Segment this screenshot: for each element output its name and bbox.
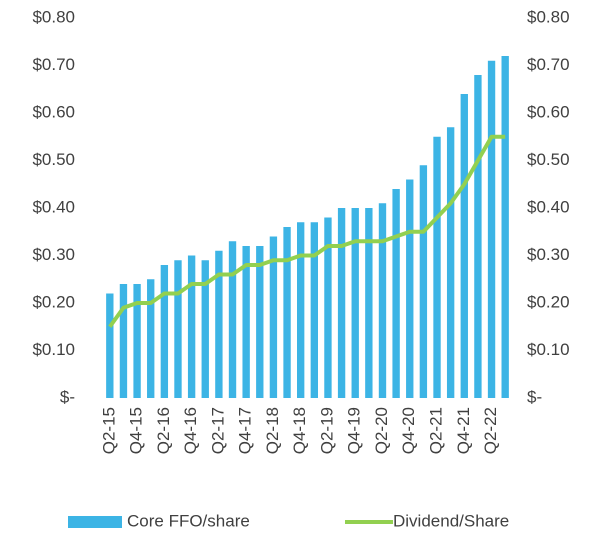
bar [269, 236, 278, 398]
x-tick-label: Q4-16 [181, 407, 200, 454]
bar [365, 208, 373, 398]
y2-tick-label: $0.20 [527, 292, 570, 311]
bar [106, 293, 114, 398]
y-tick-label: $0.10 [32, 340, 75, 359]
bar [297, 222, 305, 398]
bar [501, 56, 509, 398]
y-tick-label: $0.60 [32, 102, 75, 121]
line [108, 134, 506, 328]
x-tick-label: Q4-18 [290, 407, 309, 454]
x-tick-label: Q2-17 [208, 407, 227, 454]
x-tick-label: Q4-15 [127, 407, 146, 454]
y2-tick-label: $0.50 [527, 150, 570, 169]
bar [147, 279, 155, 398]
y-tick-label: $0.80 [32, 7, 75, 26]
y-tick-label: $- [60, 387, 75, 406]
bar [446, 127, 455, 398]
bar [406, 179, 414, 398]
bar [174, 260, 182, 398]
bar [324, 217, 332, 398]
legend-label: Core FFO/share [127, 511, 250, 530]
x-tick-label: Q4-17 [236, 407, 255, 454]
bar [310, 222, 318, 398]
bar [133, 284, 141, 398]
y2-tick-label: $0.60 [527, 102, 570, 121]
y2-tick-label: $0.70 [527, 55, 570, 74]
x-tick-label: Q2-16 [154, 407, 173, 454]
bar [201, 260, 209, 398]
y2-tick-label: $0.80 [527, 7, 570, 26]
bar [337, 208, 346, 398]
legend-label: Dividend/Share [393, 511, 509, 530]
bar [433, 136, 441, 398]
bar [160, 265, 169, 398]
legend-swatch [68, 516, 122, 528]
x-tick-label: Q2-19 [317, 407, 336, 454]
y-tick-label: $0.50 [32, 150, 75, 169]
y2-tick-label: $0.30 [527, 245, 570, 264]
bar [474, 75, 482, 398]
bar [419, 165, 428, 398]
y2-tick-label: $0.10 [527, 340, 570, 359]
x-tick-label: Q2-15 [99, 407, 118, 454]
x-tick-label: Q4-20 [399, 407, 418, 454]
bar [351, 208, 359, 398]
bar [215, 250, 223, 398]
bar [392, 189, 400, 398]
bar [119, 284, 128, 398]
y-tick-label: $0.30 [32, 245, 75, 264]
bar [378, 203, 387, 398]
bar [256, 246, 264, 398]
bar [242, 246, 250, 398]
y-tick-label: $0.40 [32, 197, 75, 216]
x-tick-label: Q2-22 [481, 407, 500, 454]
x-tick-label: Q2-20 [372, 407, 391, 454]
bar [283, 227, 291, 398]
x-tick-label: Q2-18 [263, 407, 282, 454]
y2-tick-label: $- [527, 387, 542, 406]
bar [487, 60, 496, 398]
x-tick-label: Q4-21 [454, 407, 473, 454]
y2-tick-label: $0.40 [527, 197, 570, 216]
y-tick-label: $0.70 [32, 55, 75, 74]
x-tick-label: Q4-19 [345, 407, 364, 454]
bar [228, 241, 237, 398]
x-tick-label: Q2-21 [427, 407, 446, 454]
y-tick-label: $0.20 [32, 292, 75, 311]
bar [187, 255, 196, 398]
bar [460, 94, 468, 398]
